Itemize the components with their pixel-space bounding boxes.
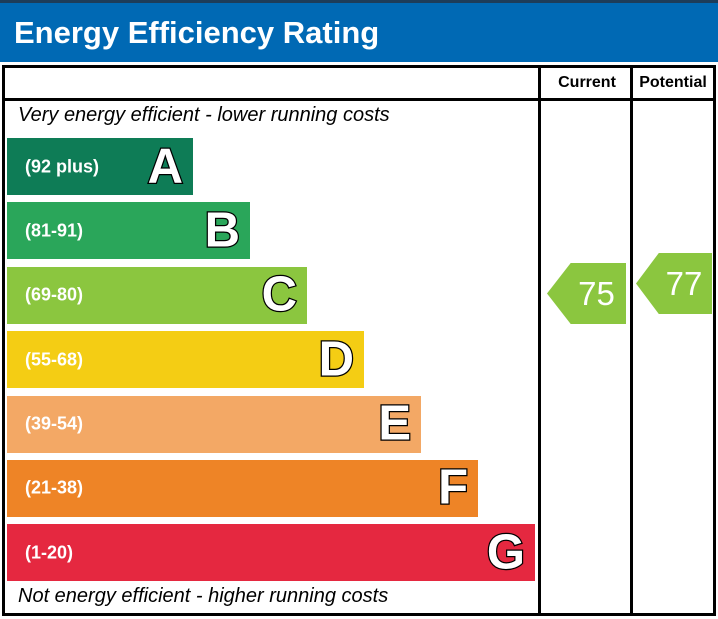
band-range-label: (81-91) bbox=[25, 220, 84, 241]
band-letter: C bbox=[260, 267, 298, 322]
band-range-label: (55-68) bbox=[25, 349, 84, 370]
band-letter: D bbox=[317, 332, 355, 387]
potential-column-divider bbox=[630, 68, 633, 613]
rating-band: (55-68) D bbox=[7, 331, 364, 389]
header-bar: Energy Efficiency Rating bbox=[0, 3, 718, 62]
top-border-line bbox=[0, 0, 718, 3]
bottom-note: Not energy efficient - higher running co… bbox=[18, 585, 389, 607]
rating-band: (39-54) E bbox=[7, 395, 421, 453]
band-letter: F bbox=[437, 460, 469, 515]
band-range-label: (1-20) bbox=[25, 542, 74, 563]
rating-band: (81-91) B bbox=[7, 202, 250, 260]
band-list: (92 plus) A (81-91) B (69-80) C (55-68) … bbox=[7, 138, 535, 589]
rating-band: (21-38) F bbox=[7, 459, 478, 517]
band-range-label: (69-80) bbox=[25, 284, 84, 305]
band-range-label: (21-38) bbox=[25, 477, 84, 498]
band-range-label: (39-54) bbox=[25, 413, 84, 434]
band-letter: B bbox=[203, 203, 241, 258]
rating-band: (69-80) C bbox=[7, 266, 307, 324]
rating-band: (92 plus) A bbox=[7, 138, 193, 195]
current-column-divider bbox=[538, 68, 541, 613]
band-letter: G bbox=[486, 525, 527, 580]
band-range-label: (92 plus) bbox=[25, 156, 100, 176]
current-rating-value: 75 bbox=[578, 274, 615, 312]
header-row-divider bbox=[5, 98, 713, 101]
potential-rating-value: 77 bbox=[665, 264, 703, 302]
column-header-current: Current bbox=[558, 74, 616, 91]
band-letter: E bbox=[377, 396, 412, 451]
page-title: Energy Efficiency Rating bbox=[14, 14, 380, 50]
band-letter: A bbox=[146, 139, 184, 193]
top-note: Very energy efficient - lower running co… bbox=[18, 104, 390, 126]
column-header-potential: Potential bbox=[639, 74, 707, 91]
rating-band: (1-20) G bbox=[7, 524, 535, 582]
